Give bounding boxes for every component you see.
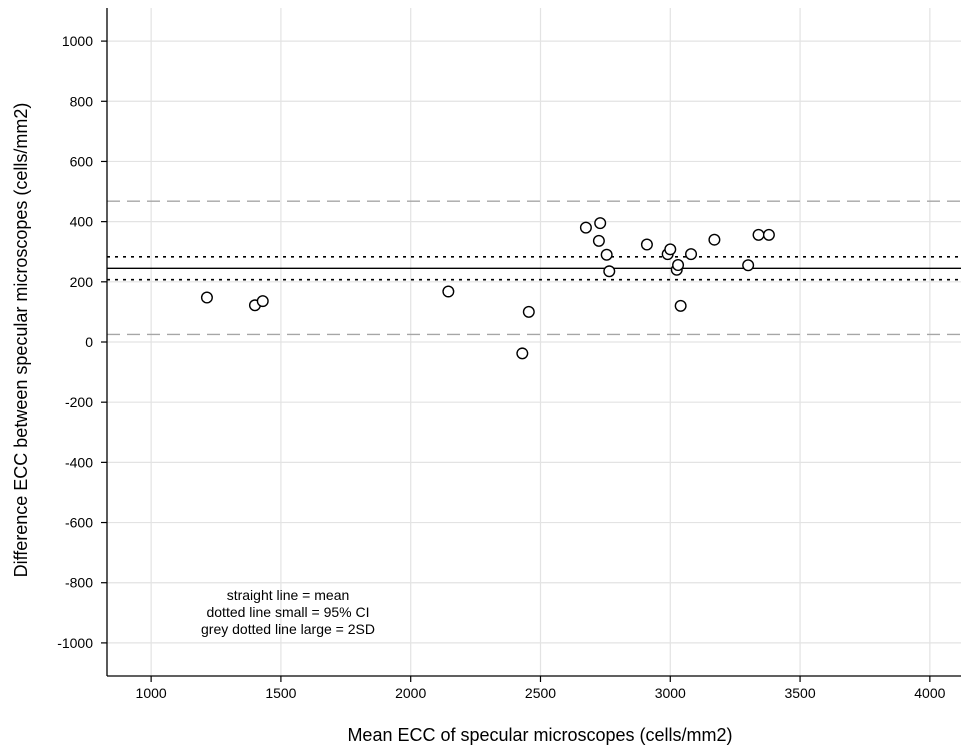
x-tick-label: 4000 <box>914 685 945 701</box>
data-point <box>200 291 213 304</box>
data-point <box>762 228 775 241</box>
x-tick-label: 1500 <box>265 685 296 701</box>
reference-lines <box>107 200 961 336</box>
y-tick-label: -200 <box>65 394 93 410</box>
data-point <box>752 228 765 241</box>
y-tick-label: -800 <box>65 575 93 591</box>
x-tick-label: 2500 <box>525 685 556 701</box>
data-point <box>685 248 698 261</box>
data-point <box>442 285 455 298</box>
data-point <box>640 238 653 251</box>
x-tick-label: 2000 <box>395 685 426 701</box>
data-point <box>256 295 269 308</box>
data-point <box>579 221 592 234</box>
annotation-ci: dotted line small = 95% CI <box>206 604 369 620</box>
y-tick-label: -400 <box>65 454 93 470</box>
data-point <box>742 259 755 272</box>
x-tick-label: 3000 <box>655 685 686 701</box>
y-tick-label: 400 <box>70 214 94 230</box>
y-tick-label: 0 <box>85 334 93 350</box>
y-tick-label: 200 <box>70 274 94 290</box>
y-tick-label: -1000 <box>57 635 93 651</box>
data-points <box>200 217 775 360</box>
x-tick-label: 3500 <box>784 685 815 701</box>
data-point <box>674 299 687 312</box>
data-point <box>600 248 613 261</box>
y-tick-label: 800 <box>70 93 94 109</box>
data-point <box>516 347 529 360</box>
data-point <box>522 305 535 318</box>
axes <box>101 8 961 682</box>
x-tick-label: 1000 <box>136 685 167 701</box>
y-tick-label: 1000 <box>62 33 93 49</box>
y-tick-label: -600 <box>65 515 93 531</box>
data-point <box>594 217 607 230</box>
data-point <box>592 234 605 247</box>
data-point <box>603 265 616 278</box>
grid-layer <box>107 8 961 676</box>
annotation-mean: straight line = mean <box>227 587 350 603</box>
data-point <box>664 243 677 256</box>
y-tick-label: 600 <box>70 153 94 169</box>
annotation-2sd: grey dotted line large = 2SD <box>201 621 375 637</box>
data-point <box>708 233 721 246</box>
data-point <box>672 258 685 271</box>
legend-annotation: straight line = mean dotted line small =… <box>201 587 375 637</box>
tick-labels: 1000 1500 2000 2500 3000 3500 4000-1000-800-60… <box>57 33 945 701</box>
x-axis-title: Mean ECC of specular microscopes (cells/… <box>347 725 732 745</box>
y-axis-title: Difference ECC between specular microsco… <box>11 103 31 578</box>
